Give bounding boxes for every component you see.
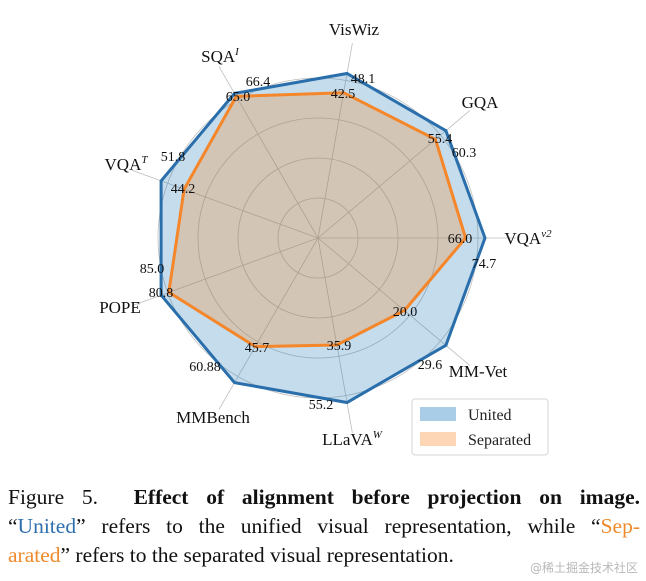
radar-chart: VQAv2 GQA VisWiz SQAI VQAT POPE MMBench LLaVAW M… [99,20,552,456]
value-label-united: 74.7 [472,257,497,272]
value-label-separated: 35.9 [327,339,352,354]
caption-united: United [17,514,77,538]
caption-mid: ” refers to the unified visual represent… [76,514,601,538]
value-label-united: 60.3 [452,146,477,161]
axis-line [317,237,353,434]
axis-line [317,110,470,239]
caption-line-2: “United” refers to the unified visual re… [8,512,640,541]
legend-label-separated: Separated [468,432,531,449]
caption-line-3: arated” refers to the separated visual r… [8,541,640,570]
value-label-separated: 42.5 [331,87,356,102]
value-label-united: 66.4 [246,75,271,90]
caption-separated-1: Sep- [600,514,640,538]
caption-separated-2: arated [8,543,61,567]
axis-line [317,42,353,239]
series-separated-polygon [167,91,468,349]
axis-label: POPE [99,298,141,317]
value-label-separated: 20.0 [393,305,418,320]
axis-label: MM-Vet [449,362,508,381]
value-label-united: 51.8 [161,150,186,165]
axis-label: MMBench [176,408,250,427]
axis-line [131,169,319,239]
value-label-united: 60.88 [189,360,221,375]
axis-label: VQAT [105,154,149,174]
value-label-separated: 66.0 [448,232,473,247]
value-label-united: 29.6 [418,358,443,373]
labels: VQAv2 GQA VisWiz SQAI VQAT POPE MMBench LLaVAW M… [99,20,552,449]
legend-swatch-united [420,407,456,421]
watermark: @稀土掘金技术社区 [529,561,638,575]
axis-label: SQAI [201,46,240,66]
value-label-separated: 80.8 [149,286,174,301]
axis-label: VQAv2 [504,228,552,248]
value-label-separated: 65.0 [226,90,251,105]
axis-label: VisWiz [329,20,380,39]
value-label-united: 55.2 [309,398,334,413]
quote: “ [8,514,18,538]
legend: United Separated [411,398,549,456]
value-label-separated: 44.2 [171,182,196,197]
axis-line [131,237,319,307]
caption-end: ” refers to the separated visual represe… [60,543,454,567]
caption-title: Effect of alignment before projection on… [133,485,640,509]
legend-label-united: United [468,407,512,424]
value-label-separated: 55.4 [428,132,453,147]
figure-label: Figure 5. [8,485,99,509]
caption-line-1: Figure 5. Effect of alignment before pro… [8,483,640,512]
value-label-united: 85.0 [140,262,165,277]
series-polygons [159,71,487,405]
axis-line [317,237,470,366]
axis-label: GQA [462,93,500,112]
legend-swatch-separated [420,432,456,446]
series-united-polygon [159,71,487,405]
axis-line [218,237,319,410]
axis-label: LLaVAW [322,429,383,449]
value-label-separated: 45.7 [245,341,270,356]
value-label-united: 48.1 [351,72,376,87]
